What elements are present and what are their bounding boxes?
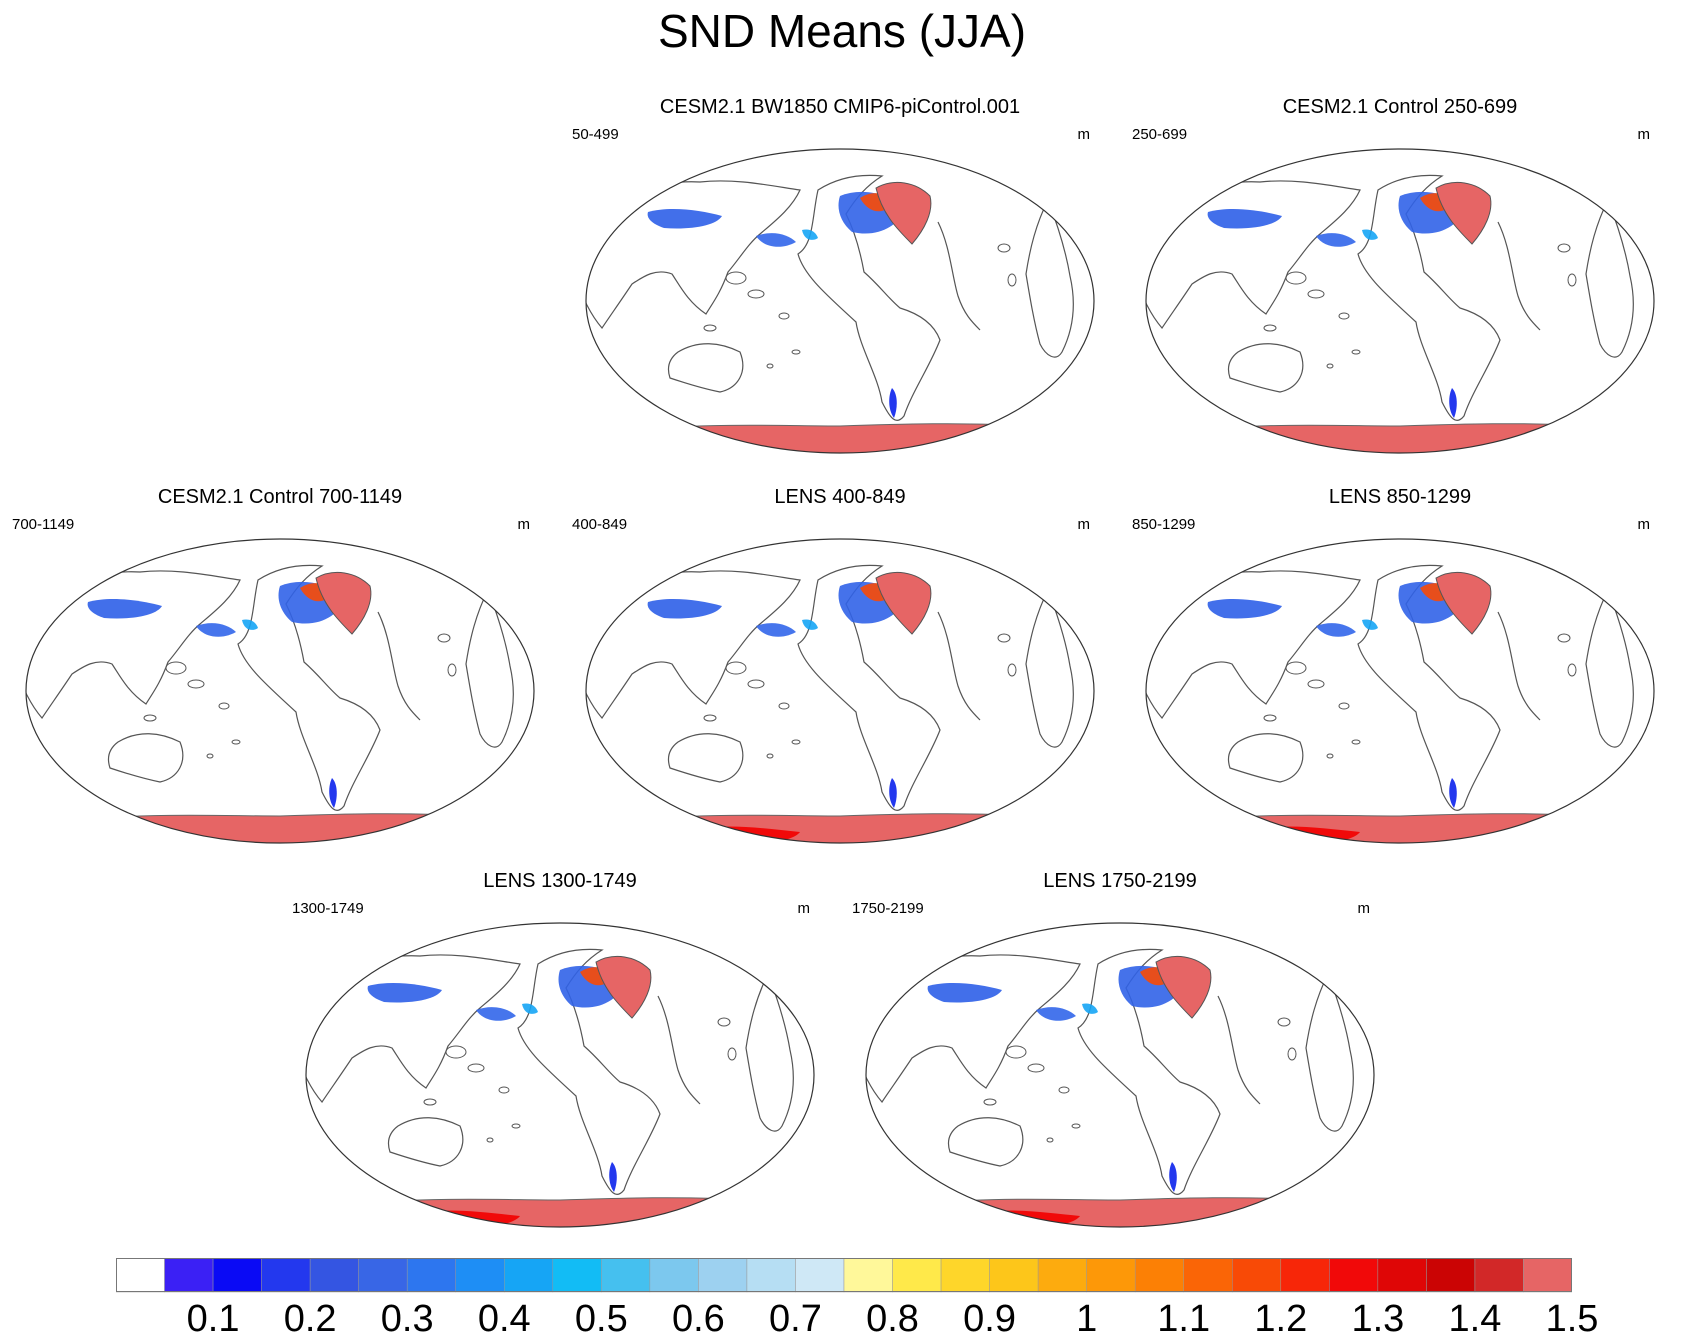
panel-units: m [1637, 126, 1651, 143]
colorbar-swatch [989, 1258, 1039, 1293]
colorbar-tick-label: 1.5 [1545, 1298, 1599, 1340]
colorbar-swatch [1474, 1258, 1524, 1293]
world-map [585, 538, 1095, 844]
world-map [865, 922, 1375, 1228]
colorbar-swatch [795, 1258, 845, 1293]
panel-year-range: 700-1149 [12, 516, 75, 533]
panel-title: CESM2.1 Control 700-1149 [157, 486, 403, 508]
panel-year-range: 400-849 [572, 516, 628, 533]
panel-year-range: 850-1299 [1132, 516, 1196, 533]
panel-year-range: 50-499 [572, 126, 619, 143]
colorbar-tick-label: 1.3 [1351, 1298, 1405, 1340]
colorbar-tick-label: 0.7 [769, 1298, 822, 1340]
world-map [585, 148, 1095, 454]
colorbar-swatch [1426, 1258, 1476, 1293]
colorbar-swatch [1037, 1258, 1087, 1293]
colorbar-swatch [309, 1258, 359, 1293]
panel-units: m [1077, 126, 1091, 143]
colorbar-tick-label: 0.9 [963, 1298, 1016, 1340]
world-map [25, 538, 535, 844]
world-map [1145, 538, 1655, 844]
colorbar-swatch [212, 1258, 262, 1293]
colorbar-swatch [406, 1258, 456, 1293]
colorbar-swatch [455, 1258, 505, 1293]
world-map [305, 922, 815, 1228]
colorbar-tick-label: 0.8 [866, 1298, 919, 1340]
colorbar-tick-label: 0.5 [574, 1298, 628, 1340]
colorbar-tick-label: 0.3 [380, 1298, 434, 1340]
map-panel: LENS 1300-1749 1300-1749 m [280, 870, 840, 1235]
colorbar-tick-label: 0.6 [671, 1298, 725, 1340]
colorbar-swatch [1183, 1258, 1233, 1293]
colorbar-swatch [116, 1258, 165, 1293]
map-panel: LENS 850-1299 850-1299 m [1120, 486, 1680, 851]
colorbar-swatch [552, 1258, 602, 1293]
colorbar-swatch [261, 1258, 311, 1293]
map-panel: CESM2.1 Control 250-699 250-699 m [1120, 96, 1680, 461]
map-panel: LENS 1750-2199 1750-2199 m [840, 870, 1400, 1235]
colorbar-swatch [1523, 1258, 1572, 1293]
panel-title: LENS 850-1299 [1328, 486, 1472, 508]
colorbar-tick-label: 1.2 [1254, 1298, 1308, 1340]
colorbar-swatch [164, 1258, 214, 1293]
panel-units: m [517, 516, 531, 533]
colorbar-swatch [601, 1258, 651, 1293]
map-panel: CESM2.1 Control 700-1149 700-1149 m [0, 486, 560, 851]
colorbar-tick-label: 1.4 [1448, 1298, 1502, 1340]
colorbar-swatch [843, 1258, 893, 1293]
colorbar-swatch [504, 1258, 554, 1293]
panel-units: m [797, 900, 811, 917]
colorbar-swatch [358, 1258, 408, 1293]
colorbar-swatch [1329, 1258, 1379, 1293]
colorbar-tick-label: 0.4 [477, 1298, 531, 1340]
colorbar-swatch [746, 1258, 796, 1293]
map-panel: CESM2.1 BW1850 CMIP6-piControl.001 50-499… [560, 96, 1120, 461]
panel-title: LENS 400-849 [774, 486, 906, 508]
colorbar-swatch [1232, 1258, 1282, 1293]
colorbar-tick-label: 1 [1076, 1298, 1098, 1340]
panel-units: m [1637, 516, 1651, 533]
panel-title: LENS 1750-2199 [1043, 870, 1197, 892]
panel-year-range: 1750-2199 [852, 900, 924, 917]
figure-title: SND Means (JJA) [657, 5, 1027, 57]
colorbar-swatch [1280, 1258, 1330, 1293]
colorbar-tick-label: 0.1 [186, 1298, 240, 1340]
panel-title: CESM2.1 BW1850 CMIP6-piControl.001 [659, 96, 1021, 118]
colorbar-swatch [649, 1258, 699, 1293]
colorbar-swatch [1086, 1258, 1136, 1293]
panel-year-range: 250-699 [1132, 126, 1188, 143]
colorbar [116, 1258, 1572, 1293]
colorbar-swatch [698, 1258, 748, 1293]
panel-year-range: 1300-1749 [292, 900, 364, 917]
colorbar-swatch [1377, 1258, 1427, 1293]
colorbar-swatch [892, 1258, 942, 1293]
panel-units: m [1357, 900, 1371, 917]
map-panel: LENS 400-849 400-849 m [560, 486, 1120, 851]
colorbar-swatch [940, 1258, 990, 1293]
panel-title: CESM2.1 Control 250-699 [1282, 96, 1518, 118]
world-map [1145, 148, 1655, 454]
colorbar-tick-label: 1.1 [1157, 1298, 1211, 1340]
panel-title: LENS 1300-1749 [483, 870, 637, 892]
colorbar-swatch [1134, 1258, 1184, 1293]
colorbar-tick-label: 0.2 [283, 1298, 337, 1340]
panel-units: m [1077, 516, 1091, 533]
